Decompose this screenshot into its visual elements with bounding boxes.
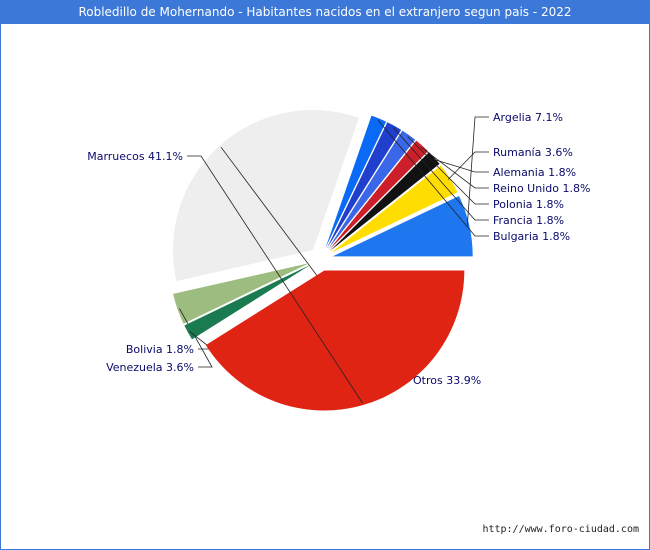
leader-line-marruecos — [187, 155, 363, 404]
slice-label-venezuela: Venezuela 3.6% — [106, 361, 194, 374]
pie-slice-marruecos — [205, 270, 465, 411]
slice-label-otros: Otros 33.9% — [413, 374, 481, 387]
source-url: http://www.foro-ciudad.com — [482, 524, 639, 535]
slice-label-marruecos: Marruecos 41.1% — [87, 150, 183, 163]
slice-label-bulgaria: Bulgaria 1.8% — [493, 230, 570, 243]
slice-label-rumania: Rumanía 3.6% — [493, 146, 573, 159]
pie-slice-polonia — [327, 130, 416, 250]
pie-slice-venezuela — [173, 262, 310, 324]
pie-slice-alemania — [329, 152, 440, 252]
leader-line-polonia — [407, 136, 489, 205]
leader-line-alemania — [432, 158, 489, 173]
slice-label-argelia: Argelia 7.1% — [493, 111, 563, 124]
pie-slice-reino-unido — [328, 140, 429, 251]
leader-line-francia — [393, 127, 489, 221]
pie-slice-argelia — [332, 196, 473, 257]
pie-slice-bolivia — [184, 264, 311, 340]
leader-line-bulgaria — [377, 120, 489, 237]
slice-label-francia: Francia 1.8% — [493, 214, 564, 227]
pie-slice-otros — [173, 110, 359, 281]
chart-title: Robledillo de Mohernando - Habitantes na… — [1, 1, 649, 24]
slice-label-bolivia: Bolivia 1.8% — [126, 343, 194, 356]
leader-line-reino-unido — [420, 146, 489, 189]
slice-label-polonia: Polonia 1.8% — [493, 198, 564, 211]
leader-line-argelia — [466, 116, 489, 226]
leader-line-rumania — [447, 151, 489, 180]
pie-slice-bulgaria — [325, 115, 387, 248]
pie-slice-francia — [326, 122, 402, 249]
pie-slice-rumania — [331, 165, 458, 253]
slice-label-reino-unido: Reino Unido 1.8% — [493, 182, 590, 195]
slice-label-alemania: Alemania 1.8% — [493, 166, 576, 179]
